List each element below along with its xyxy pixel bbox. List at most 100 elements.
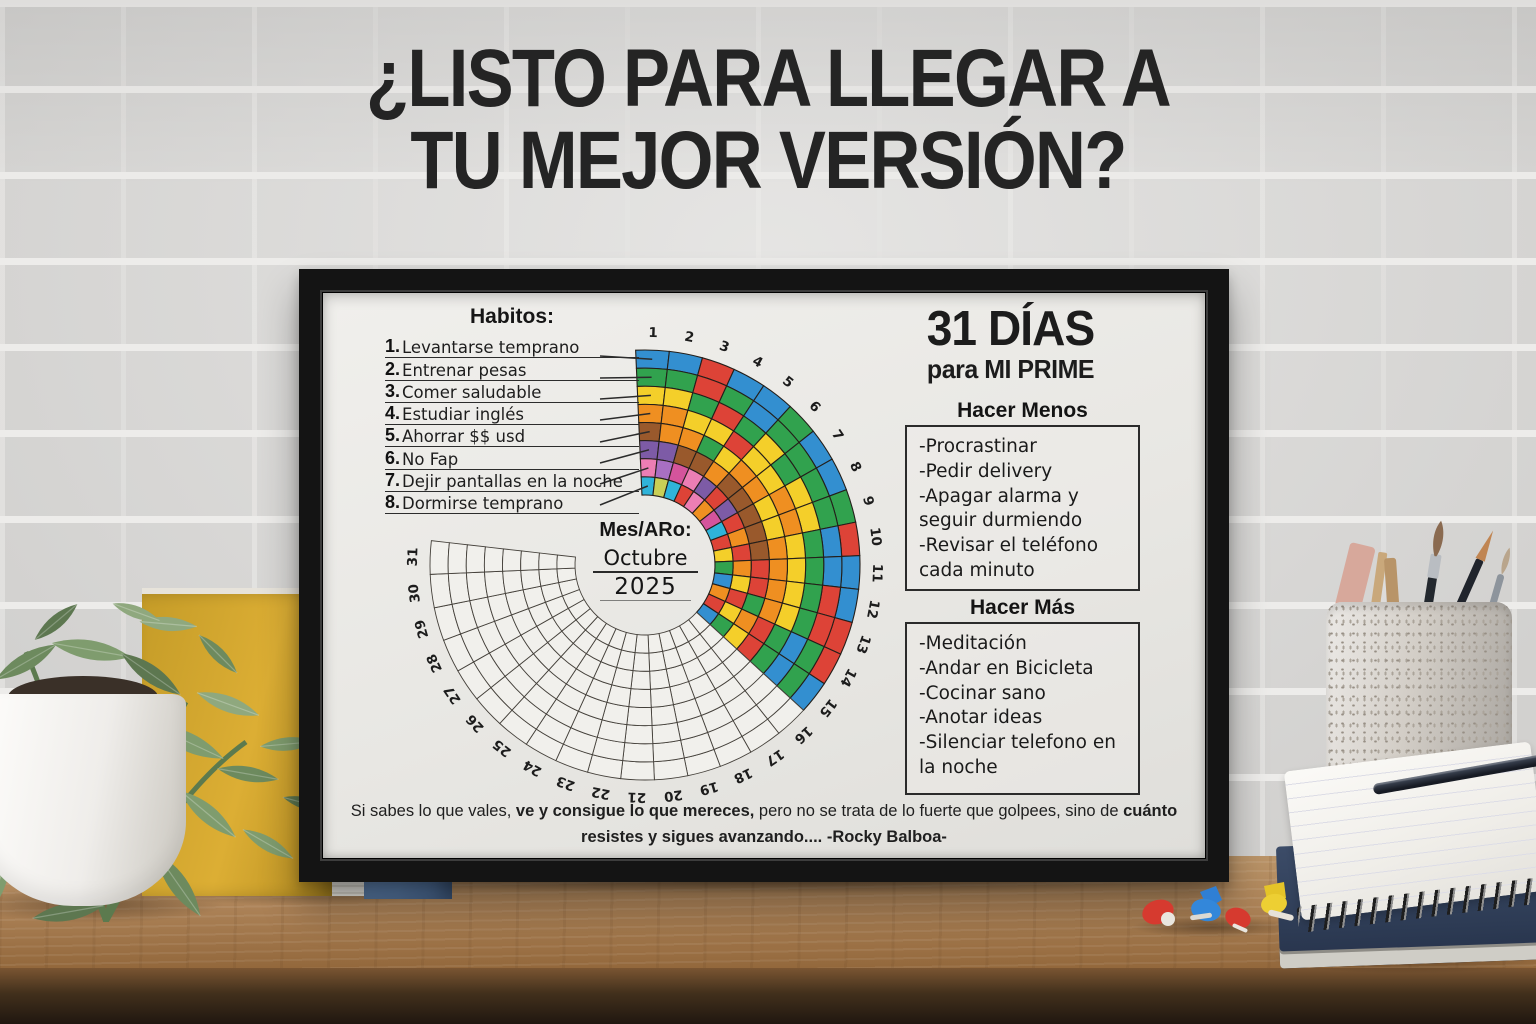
wheel-cell xyxy=(556,554,576,570)
day-number-label: 26 xyxy=(463,711,488,736)
habit-row: 5. Ahorrar $$ usd xyxy=(385,425,639,448)
red-pin xyxy=(1142,899,1175,926)
habit-row: 1. Levantarse temprano xyxy=(385,336,639,359)
wheel-cell xyxy=(749,558,770,580)
habit-label: No Fap xyxy=(402,449,459,469)
quote-bold1: ve y consigue lo que mereces, xyxy=(515,802,755,820)
do-less-item: -Pedir delivery xyxy=(919,460,1053,482)
habit-number: 1. xyxy=(385,336,401,357)
day-number-label: 19 xyxy=(698,778,720,799)
habit-label: Dejir pantallas en la noche xyxy=(402,472,623,492)
habit-number: 8. xyxy=(385,492,401,513)
wheel-cell xyxy=(635,349,670,370)
habit-row: 3. Comer saludable xyxy=(385,381,639,403)
wheel-cell xyxy=(821,555,843,588)
day-number-label: 25 xyxy=(490,736,515,760)
day-number-label: 5 xyxy=(779,373,796,391)
do-less-box: -Procrastinar -Pedir delivery -Apagar al… xyxy=(905,425,1140,591)
rocky-balboa-quote: Si sabes lo que vales, ve y consigue lo … xyxy=(345,799,1183,850)
habit-number: 5. xyxy=(385,425,401,446)
stone-pencil-cup xyxy=(1326,602,1512,792)
wheel-cell xyxy=(785,557,807,584)
day-number-label: 2 xyxy=(683,329,695,347)
yellow-pin xyxy=(1261,882,1294,921)
habit-label: Dormirse temprano xyxy=(402,494,564,514)
day-number-label: 6 xyxy=(806,398,824,416)
wheel-cell xyxy=(538,568,560,587)
day-number-label: 1 xyxy=(648,325,658,341)
day-number-label: 11 xyxy=(869,563,886,582)
wheel-cell xyxy=(622,742,655,763)
day-number-label: 20 xyxy=(663,786,684,804)
wheel-cell xyxy=(748,539,770,561)
do-less-item: -Apagar alarma y seguir durmiendo xyxy=(919,485,1083,532)
day-number-label: 15 xyxy=(816,695,840,720)
day-number-label: 16 xyxy=(791,722,816,747)
day-number-label: 9 xyxy=(859,494,877,507)
wheel-cell xyxy=(630,670,651,690)
wheel-cell xyxy=(626,706,653,727)
blue-pin xyxy=(1190,886,1222,922)
day-number-label: 10 xyxy=(866,526,884,547)
wheel-cell xyxy=(520,550,540,571)
wheel-cell xyxy=(638,440,660,461)
month-label: Mes/ARo: xyxy=(599,519,692,541)
wheel-cell xyxy=(465,544,486,574)
habit-label: Estudiar inglés xyxy=(402,405,525,425)
poster-headline: 31 DÍAS para MI PRIME xyxy=(868,305,1153,385)
wheel-cell xyxy=(502,569,524,594)
wheel-cell xyxy=(730,543,752,562)
habit-number: 7. xyxy=(385,470,401,491)
wheel-cell xyxy=(840,555,861,590)
do-more-item: -Silenciar telefono en la noche xyxy=(919,732,1116,778)
wheel-cell xyxy=(649,686,674,708)
day-number-label: 30 xyxy=(406,583,424,604)
wheel-cell xyxy=(632,652,651,672)
habit-number: 6. xyxy=(385,447,401,468)
day-number-label: 8 xyxy=(846,459,864,474)
wheel-cell xyxy=(649,668,671,690)
day-number-label: 27 xyxy=(441,682,465,707)
habits-list: Habitos: 1. Levantarse temprano 2. Entre… xyxy=(385,305,639,515)
wheel-cell xyxy=(638,421,662,443)
habit-number: 4. xyxy=(385,403,401,424)
wheel-cell xyxy=(447,542,468,575)
do-more-item: -Anotar ideas xyxy=(919,707,1043,729)
do-more-box: -Meditación -Andar en Bicicleta -Cocinar… xyxy=(905,622,1140,795)
habit-number: 3. xyxy=(385,380,401,401)
habit-connector-line xyxy=(599,485,649,506)
wheel-cell xyxy=(783,532,807,560)
do-more-title: Hacer Más xyxy=(969,596,1076,619)
habit-label: Comer saludable xyxy=(402,382,542,402)
day-number-label: 7 xyxy=(828,427,847,444)
habit-row: 4. Estudiar inglés xyxy=(385,403,639,426)
headline-sub: para MI PRIME xyxy=(926,354,1095,384)
habit-connector-line xyxy=(599,394,651,400)
habit-connector-line xyxy=(599,449,650,464)
day-number-label: 29 xyxy=(412,618,433,640)
wheel-cell xyxy=(628,688,652,708)
day-number-label: 17 xyxy=(762,745,787,769)
day-number-label: 23 xyxy=(554,772,577,793)
headline-days: 31 DÍAS xyxy=(926,302,1095,356)
do-less-item: -Revisar el teléfono cada minuto xyxy=(919,535,1099,581)
day-number-label: 28 xyxy=(423,651,445,675)
day-number-label: 21 xyxy=(627,789,646,806)
day-number-label: 24 xyxy=(520,756,544,779)
habit-connector-line xyxy=(599,412,651,421)
wheel-cell xyxy=(650,704,678,726)
month-block: Mes/ARo: Octubre 2025 xyxy=(573,519,718,601)
wheel-cell xyxy=(502,548,522,572)
habit-row: 2. Entrenar pesas xyxy=(385,358,639,381)
wheel-cell xyxy=(648,650,667,672)
wheel-cell xyxy=(484,570,506,598)
wheel-cell xyxy=(429,540,450,575)
habits-title: Habitos: xyxy=(470,305,554,328)
red-pin-2 xyxy=(1225,907,1251,933)
do-more-item: -Cocinar sano xyxy=(919,682,1046,704)
wheel-cell xyxy=(483,546,504,573)
wheel-cell xyxy=(766,535,788,561)
habit-connector-line xyxy=(599,467,649,485)
wheel-cell xyxy=(620,760,655,781)
